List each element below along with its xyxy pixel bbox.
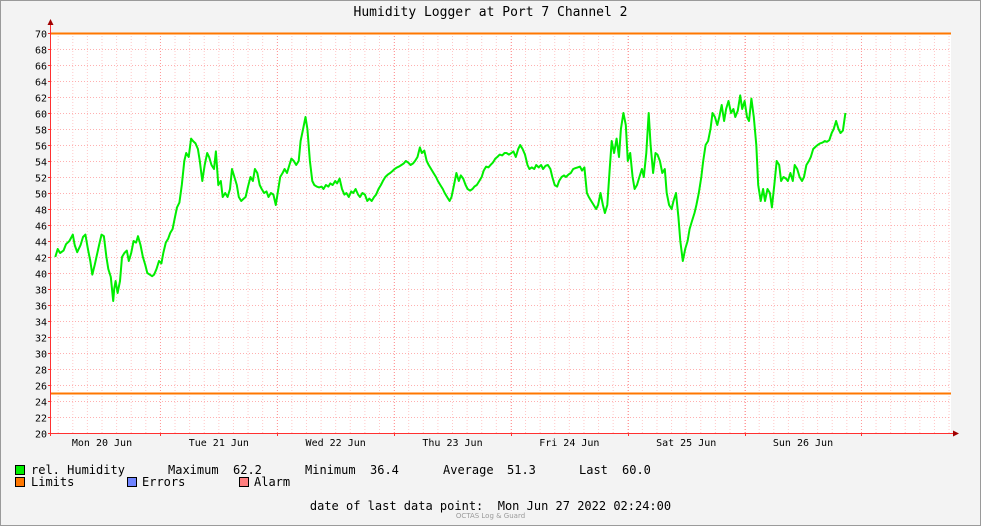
y-tick-label: 56 [35, 142, 47, 153]
alarm-legend-label: Alarm [254, 475, 291, 489]
maximum-label: Maximum [168, 463, 219, 477]
y-tick-label: 44 [35, 238, 47, 249]
y-tick-label: 46 [35, 222, 47, 233]
errors-legend-swatch [127, 477, 137, 487]
x-tick-label: Tue 21 Jun [189, 438, 249, 449]
y-axis-arrow [47, 19, 54, 25]
y-tick-label: 34 [35, 318, 47, 329]
y-tick-label: 40 [35, 270, 47, 281]
y-tick-label: 60 [35, 110, 47, 121]
chart-title: Humidity Logger at Port 7 Channel 2 [353, 5, 628, 20]
alarm-legend-swatch [239, 477, 249, 487]
y-tick-label: 32 [35, 334, 47, 345]
y-tick-label: 20 [35, 430, 47, 441]
last-data-point-value: Mon Jun 27 2022 02:24:00 [497, 499, 672, 513]
errors-legend-label: Errors [142, 475, 186, 489]
last-value: 60.0 [622, 463, 651, 477]
x-tick-label: Wed 22 Jun [306, 438, 366, 449]
y-tick-label: 62 [35, 94, 47, 105]
maximum-value: 62.2 [233, 463, 262, 477]
humidity-legend-swatch [15, 465, 25, 475]
x-tick-label: Mon 20 Jun [72, 438, 132, 449]
y-tick-label: 22 [35, 414, 47, 425]
last-data-point-label: date of last data point: [309, 499, 484, 513]
y-tick-label: 26 [35, 382, 47, 393]
y-tick-label: 28 [35, 366, 47, 377]
minimum-value: 36.4 [370, 463, 399, 477]
humidity-series-line [54, 94, 847, 302]
y-tick-label: 24 [35, 398, 47, 409]
y-tick-label: 36 [35, 302, 47, 313]
plot-area [51, 33, 951, 433]
y-tick-label: 64 [35, 78, 47, 89]
y-tick-label: 70 [35, 30, 47, 41]
average-label: Average [443, 463, 494, 477]
credit-text: OCTAS Log & Guard [455, 512, 526, 520]
y-tick-label: 30 [35, 350, 47, 361]
x-axis-arrow [953, 430, 959, 437]
y-tick-label: 38 [35, 286, 47, 297]
average-value: 51.3 [507, 463, 536, 477]
x-tick-label: Thu 23 Jun [422, 438, 482, 449]
last-data-point: date of last data point: Mon Jun 27 2022… [0, 499, 981, 513]
minimum-label: Minimum [305, 463, 356, 477]
y-tick-label: 50 [35, 190, 47, 201]
limits-legend-label: Limits [31, 475, 75, 489]
y-tick-label: 66 [35, 62, 47, 73]
last-label: Last [579, 463, 608, 477]
x-tick-label: Sun 26 Jun [773, 438, 833, 449]
y-tick-label: 68 [35, 46, 47, 57]
y-tick-label: 54 [35, 158, 47, 169]
y-tick-label: 52 [35, 174, 47, 185]
x-tick-label: Sat 25 Jun [656, 438, 716, 449]
limits-legend-swatch [15, 477, 25, 487]
y-tick-label: 42 [35, 254, 47, 265]
y-tick-label: 48 [35, 206, 47, 217]
y-tick-label: 58 [35, 126, 47, 137]
humidity-legend-label: rel. Humidity [31, 463, 125, 477]
x-tick-label: Fri 24 Jun [539, 438, 599, 449]
